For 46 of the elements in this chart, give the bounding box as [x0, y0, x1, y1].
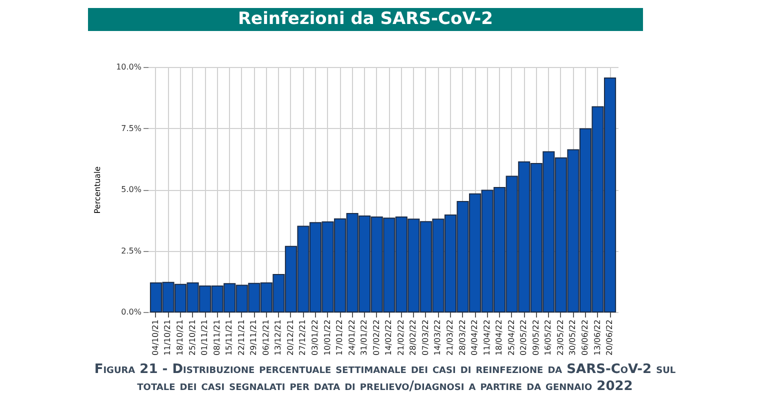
x-tick-label: 21/03/22 — [445, 320, 454, 356]
y-axis-title: Percentuale — [93, 166, 102, 214]
x-tick-label: 28/02/22 — [408, 320, 418, 356]
x-tick-label: 13/06/22 — [592, 320, 602, 356]
x-tick-label: 03/01/22 — [310, 320, 320, 356]
x-tick-label: 14/03/22 — [433, 320, 442, 356]
x-tick-label: 10/01/22 — [322, 320, 332, 356]
x-tick-label: 11/10/21 — [163, 320, 172, 356]
x-tick-label: 25/10/21 — [188, 320, 197, 356]
x-tick-label: 21/02/22 — [396, 320, 406, 356]
x-tick-label: 25/04/22 — [506, 320, 516, 356]
y-tick-label: 2.5% — [121, 246, 142, 256]
x-tick-label: 14/02/22 — [384, 320, 394, 356]
x-tick-label: 11/04/22 — [482, 320, 492, 356]
x-tick-label: 06/12/21 — [261, 320, 270, 356]
x-tick-label: 06/06/22 — [580, 320, 590, 356]
x-tick-label: 18/10/21 — [176, 320, 185, 356]
x-tick-label: 01/11/21 — [200, 320, 210, 356]
text: Figura 21 - Distribuzione percentuale settimanale dei casi di reinfezione da SARS-CoV-2 sul totale dei casi segnalati per data di prelievo/diagnosi a partire da gennaio 2022 — [93, 361, 677, 395]
x-tick-label: 28/03/22 — [458, 320, 467, 356]
y-tick-label: 10.0% — [116, 62, 142, 72]
x-tick-label: 16/05/22 — [544, 320, 553, 356]
y-tick-label: 7.5% — [121, 124, 142, 133]
x-tick-label: 30/05/22 — [568, 320, 578, 356]
x-tick-label: 13/12/21 — [274, 320, 283, 356]
x-tick-label: 31/01/22 — [360, 320, 369, 356]
x-tick-label: 04/10/21 — [150, 320, 160, 356]
x-tick-label: 20/06/22 — [605, 320, 614, 356]
x-tick-label: 07/02/22 — [372, 320, 381, 356]
x-tick-label: 02/05/22 — [519, 320, 528, 356]
x-tick-label: 23/05/22 — [556, 320, 565, 356]
x-tick-label: 22/11/21 — [236, 320, 246, 356]
x-tick-label: 18/04/22 — [494, 320, 504, 356]
x-tick-label: 09/05/22 — [531, 320, 540, 356]
chart-title: Reinfezioni da SARS-CoV-2 — [88, 8, 643, 31]
x-tick-label: 04/04/22 — [470, 320, 480, 356]
x-tick-label: 08/11/21 — [212, 320, 222, 356]
x-tick-label: 24/01/22 — [347, 320, 356, 356]
y-tick-label: 5.0% — [121, 185, 142, 194]
x-tick-label: 20/12/21 — [286, 320, 295, 356]
x-tick-label: 27/12/21 — [298, 320, 308, 356]
x-tick-label: 07/03/22 — [420, 320, 430, 356]
x-tick-label: 15/11/21 — [224, 320, 234, 356]
y-tick-label: 0.0% — [121, 308, 142, 316]
x-tick-label: 29/11/21 — [249, 320, 258, 356]
x-tick-label: 17/01/22 — [335, 320, 344, 356]
